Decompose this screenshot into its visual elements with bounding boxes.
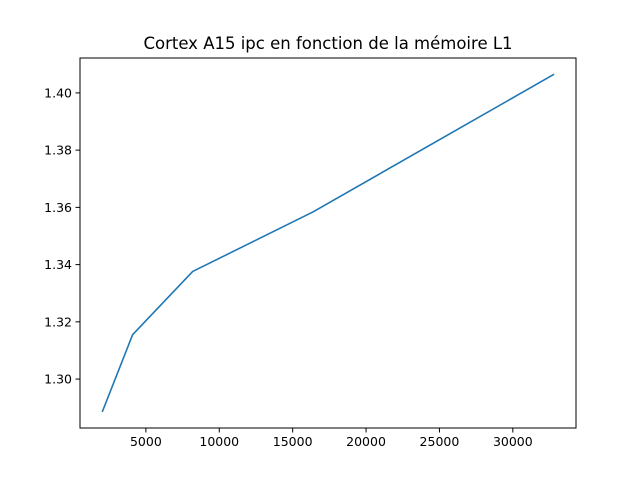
x-tick-label: 10000 [199, 434, 239, 449]
y-tick-label: 1.40 [44, 85, 72, 100]
x-tick-label: 25000 [420, 434, 460, 449]
x-tick-label: 15000 [273, 434, 313, 449]
axes-frame [79, 57, 577, 429]
x-axis: 5000 10000 15000 20000 25000 30000 [130, 428, 533, 449]
y-tick-label: 1.38 [44, 143, 72, 158]
x-tick-label: 30000 [493, 434, 533, 449]
y-tick-label: 1.34 [44, 257, 72, 272]
y-axis: 1.30 1.32 1.34 1.36 1.38 1.40 [44, 85, 80, 387]
series-line [101, 73, 555, 413]
y-tick-label: 1.32 [44, 314, 72, 329]
chart-title: Cortex A15 ipc en fonction de la mémoire… [143, 34, 512, 53]
y-tick-label: 1.30 [44, 372, 72, 387]
plot-area [101, 73, 555, 413]
x-tick-label: 5000 [130, 434, 162, 449]
y-tick-label: 1.36 [44, 200, 72, 215]
x-tick-label: 20000 [346, 434, 386, 449]
